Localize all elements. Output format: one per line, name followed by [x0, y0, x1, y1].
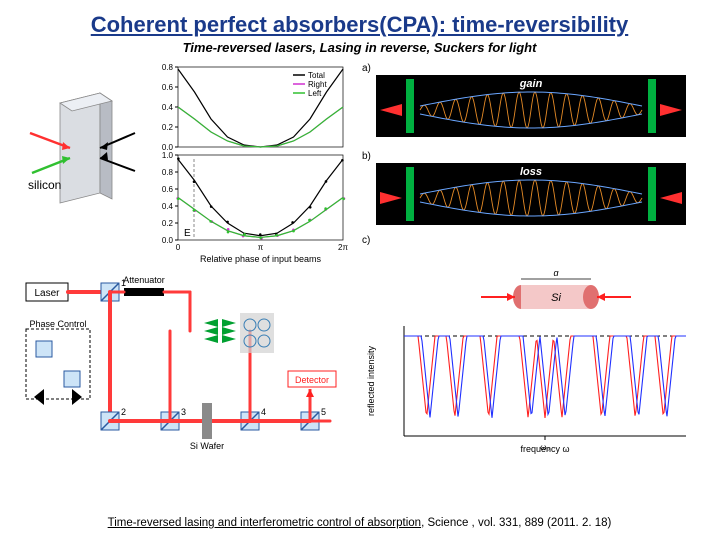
silicon-diagram — [20, 63, 140, 243]
svg-text:a): a) — [362, 63, 371, 74]
svg-text:0.4: 0.4 — [162, 103, 174, 112]
page-subtitle: Time-reversed lasers, Lasing in reverse,… — [20, 40, 699, 55]
svg-text:0.6: 0.6 — [162, 185, 174, 194]
optical-svg: Laser1AttenuatorPhase Control2345Si Wafe… — [20, 271, 340, 456]
svg-text:0.8: 0.8 — [162, 168, 174, 177]
phase-chart-svg: 0.00.20.40.60.8TotalRightLeft0.00.20.40.… — [148, 63, 348, 268]
svg-text:0: 0 — [176, 243, 181, 252]
svg-text:c): c) — [362, 235, 370, 246]
svg-text:4: 4 — [261, 407, 266, 417]
svg-text:Attenuator: Attenuator — [123, 275, 165, 285]
silicon-panel: silicon — [20, 63, 140, 263]
svg-text:5: 5 — [321, 407, 326, 417]
svg-text:Total: Total — [308, 71, 325, 80]
svg-text:E: E — [184, 228, 191, 239]
svg-text:0.8: 0.8 — [162, 63, 174, 72]
svg-text:ω₀: ω₀ — [540, 443, 550, 452]
svg-text:π: π — [258, 243, 264, 252]
svg-text:Left: Left — [308, 89, 322, 98]
svg-text:Right: Right — [308, 80, 327, 89]
page-title: Coherent perfect absorbers(CPA): time-re… — [20, 12, 699, 38]
svg-text:Detector: Detector — [295, 375, 329, 385]
svg-text:3: 3 — [181, 407, 186, 417]
svg-text:reflected intensity: reflected intensity — [366, 345, 376, 416]
svg-text:Phase Control: Phase Control — [29, 319, 86, 329]
svg-text:0.2: 0.2 — [162, 123, 174, 132]
svg-text:2: 2 — [121, 407, 126, 417]
svg-text:Si Wafer: Si Wafer — [190, 441, 224, 451]
citation-ref: , Science , vol. 331, 889 (2011. 2. 18) — [421, 517, 611, 529]
svg-text:loss: loss — [520, 166, 542, 178]
svg-text:gain: gain — [519, 78, 543, 90]
silicon-label: silicon — [28, 178, 61, 192]
figure-grid: silicon 0.00.20.40.60.8TotalRightLeft0.0… — [20, 63, 699, 461]
svg-text:2π: 2π — [338, 243, 348, 252]
svg-text:d: d — [553, 271, 559, 278]
wave-panels: a) gain b) loss c) — [356, 63, 696, 263]
svg-text:0.2: 0.2 — [162, 219, 174, 228]
svg-text:Relative phase of input beams: Relative phase of input beams — [200, 254, 322, 264]
freq-svg: Sidreflected intensityfrequency ωω₀ — [356, 271, 696, 461]
svg-text:1.0: 1.0 — [162, 151, 174, 160]
svg-text:0.4: 0.4 — [162, 202, 174, 211]
svg-text:0.0: 0.0 — [162, 236, 174, 245]
wave-svg: a) gain b) loss c) — [356, 63, 696, 263]
citation: Time-reversed lasing and interferometric… — [20, 517, 699, 529]
optical-setup: Laser1AttenuatorPhase Control2345Si Wafe… — [20, 271, 348, 461]
svg-text:b): b) — [362, 151, 371, 162]
phase-charts: 0.00.20.40.60.8TotalRightLeft0.00.20.40.… — [148, 63, 348, 263]
freq-panel: Sidreflected intensityfrequency ωω₀ — [356, 271, 696, 461]
svg-text:0.6: 0.6 — [162, 83, 174, 92]
citation-title: Time-reversed lasing and interferometric… — [108, 517, 421, 529]
svg-text:Laser: Laser — [34, 288, 60, 299]
svg-text:Si: Si — [551, 292, 561, 304]
